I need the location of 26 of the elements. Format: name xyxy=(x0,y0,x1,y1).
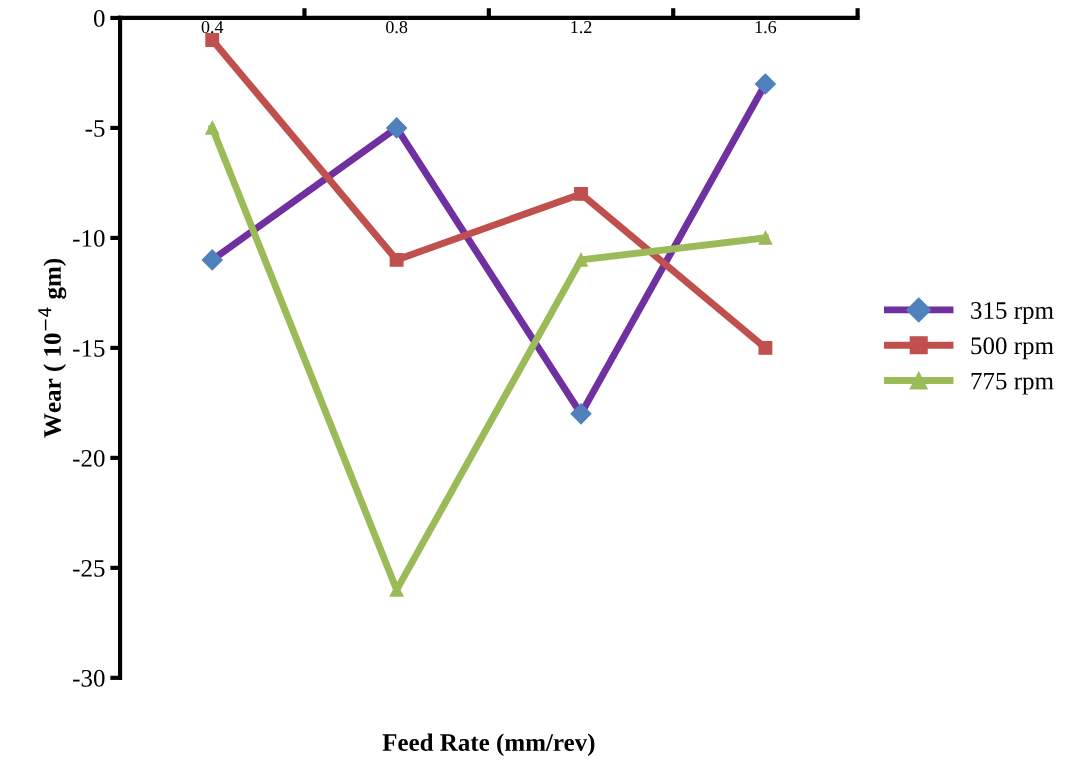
y-tick-label: -20 xyxy=(73,449,105,467)
point xyxy=(574,252,588,267)
x-tick-label: 0.4 xyxy=(201,20,224,34)
legend-label: 315 rpm xyxy=(971,302,1054,324)
point xyxy=(754,73,776,95)
legend-label: 775 rpm xyxy=(971,372,1054,395)
point xyxy=(570,403,592,425)
legend-label: 500 rpm xyxy=(971,337,1054,360)
y-tick-label: -25 xyxy=(73,559,105,577)
point xyxy=(389,252,404,267)
point xyxy=(205,120,220,135)
y-tick-label: -5 xyxy=(85,120,105,137)
y-tick-label: -15 xyxy=(73,340,105,357)
x-tick-label: 0.8 xyxy=(386,20,408,34)
y-axis-title: Wear ( 10$^{−4}$ gm) xyxy=(38,258,67,438)
point xyxy=(758,230,773,245)
point xyxy=(386,117,408,139)
y-tick-label: 0 xyxy=(93,9,105,27)
point xyxy=(574,186,588,201)
y-tick-label: -10 xyxy=(73,229,105,247)
point xyxy=(758,340,773,355)
y-tick-label: -30 xyxy=(73,669,105,687)
x-tick-label: 1.2 xyxy=(571,21,592,34)
x-tick-label: 1.6 xyxy=(755,21,777,34)
x-axis-title: Feed Rate (mm/rev) xyxy=(382,733,595,757)
point xyxy=(201,249,223,271)
